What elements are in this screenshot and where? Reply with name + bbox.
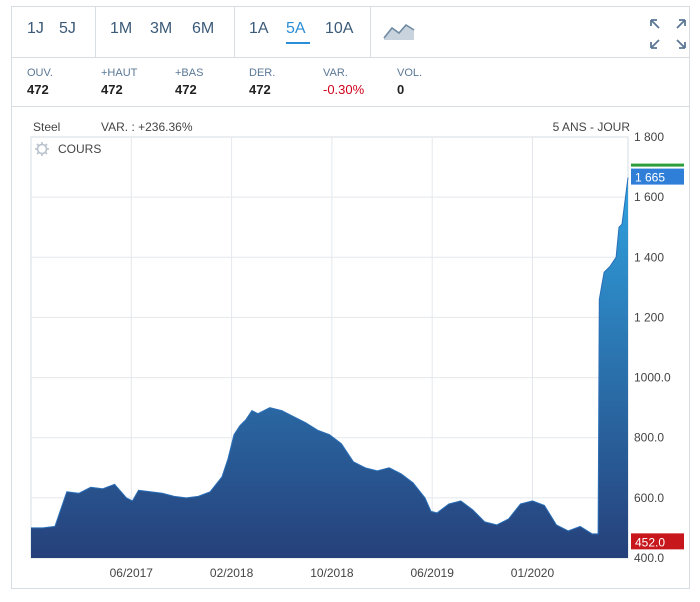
stat-label: +HAUT (101, 67, 138, 79)
y-tick-label: 1 400 (634, 250, 664, 264)
stat-high: +HAUT 472 (101, 67, 137, 97)
stat-label: OUV. (27, 67, 53, 79)
y-tick-label: 400.0 (634, 551, 664, 565)
stat-value: 0 (397, 82, 405, 97)
legend[interactable]: COURS (35, 142, 101, 156)
expand-icon[interactable] (649, 18, 687, 55)
stat-volume: VOL. 0 (397, 67, 422, 97)
y-axis: 1 800 1 600 1 400 1 200 1000.0 800.0 600.0 400.… (634, 130, 671, 565)
price-marker-background (631, 168, 684, 185)
active-period-indicator (286, 42, 310, 44)
x-tick-label: 06/2019 (410, 566, 454, 580)
period-button-1a[interactable]: 1A (249, 20, 269, 37)
stats-bar: OUV. 472 +HAUT 472 +BAS 472 DER. 472 VAR… (12, 58, 689, 107)
legend-label: COURS (58, 142, 101, 156)
toolbar: 1J 5J 1M 3M 6M 1A 5A 10A (12, 7, 689, 58)
stat-value: 472 (249, 82, 271, 97)
stat-value: -0.30% (323, 82, 365, 97)
y-tick-label: 600.0 (634, 491, 664, 505)
stat-low: +BAS 472 (175, 67, 203, 97)
period-button-1j[interactable]: 1J (27, 20, 44, 37)
stat-value: 472 (101, 82, 123, 97)
price-marker-label: 1 665 (635, 171, 665, 185)
price-area (31, 177, 628, 558)
price-marker-accent (631, 163, 684, 167)
x-tick-label: 01/2020 (511, 566, 555, 580)
x-tick-label: 02/2018 (210, 566, 254, 580)
y-tick-label: 800.0 (634, 431, 664, 445)
x-tick-label: 10/2018 (310, 566, 354, 580)
chart-variation: VAR. : +236.36% (101, 120, 193, 134)
toolbar-divider (370, 7, 371, 57)
stat-open: OUV. 472 (27, 67, 53, 97)
period-button-10a[interactable]: 10A (325, 20, 354, 37)
chart-period-label: 5 ANS - JOUR (553, 120, 631, 134)
x-axis: 06/2017 02/2018 10/2018 06/2019 01/2020 (110, 566, 555, 580)
toolbar-divider (234, 7, 235, 57)
line-chart-icon[interactable] (382, 20, 416, 47)
period-button-1m[interactable]: 1M (110, 20, 133, 37)
price-line (31, 177, 629, 535)
x-tick-label: 06/2017 (110, 566, 154, 580)
stat-label: VOL. (397, 67, 423, 79)
period-button-3m[interactable]: 3M (150, 20, 173, 37)
y-tick-label: 1 800 (634, 130, 664, 144)
y-tick-label: 1000.0 (634, 371, 671, 385)
chart-instrument-name: Steel (33, 120, 60, 134)
chart-widget: 1J 5J 1M 3M 6M 1A 5A 10A (11, 6, 690, 589)
gear-icon[interactable] (35, 142, 49, 156)
price-marker-background (631, 533, 684, 550)
stat-label: DER. (249, 67, 276, 79)
period-button-5a[interactable]: 5A (286, 20, 306, 37)
y-tick-label: 1 600 (634, 190, 664, 204)
price-marker: 452.0 (631, 533, 684, 550)
y-tick-label: 1 200 (634, 310, 664, 324)
toolbar-divider (95, 7, 96, 57)
stat-last: DER. 472 (249, 67, 275, 97)
stat-value: 472 (175, 82, 197, 97)
period-button-5j[interactable]: 5J (59, 20, 76, 37)
stat-value: 472 (27, 82, 49, 97)
price-marker: 1 665 (631, 163, 684, 185)
stat-label: +BAS (175, 67, 204, 79)
stat-variation: VAR. -0.30% (323, 67, 364, 97)
price-markers: 1 665 452.0 (631, 163, 684, 550)
period-button-6m[interactable]: 6M (192, 20, 215, 37)
stat-label: VAR. (323, 67, 348, 79)
price-marker-label: 452.0 (635, 535, 665, 549)
